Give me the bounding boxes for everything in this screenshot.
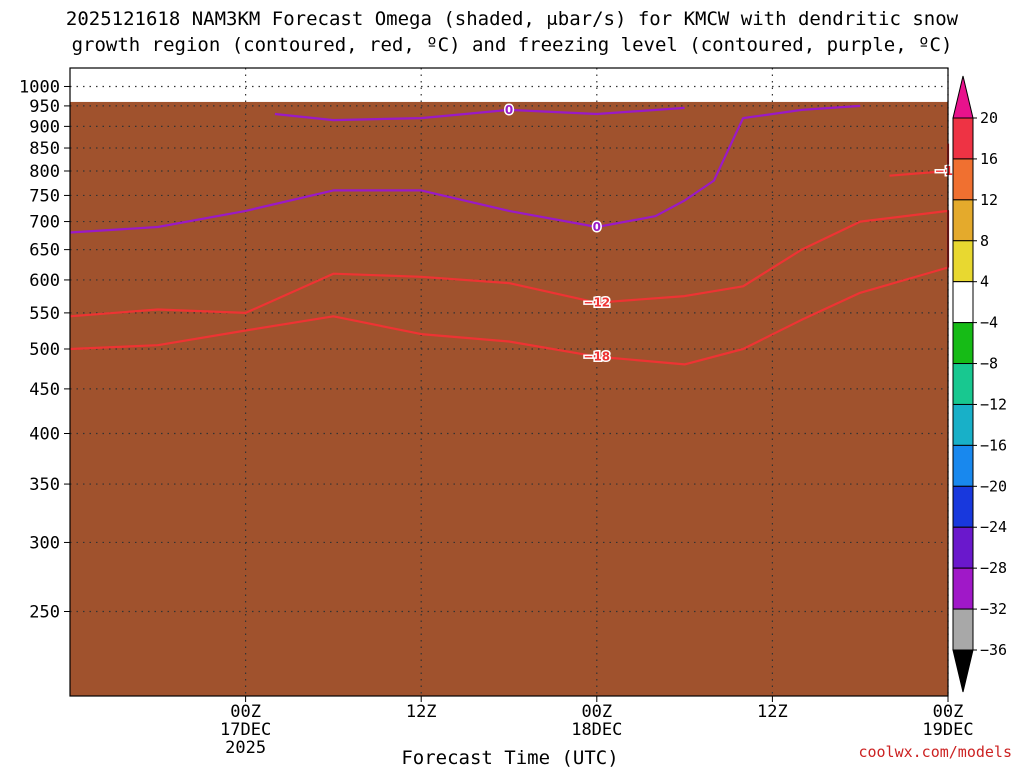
x-tick-label: 19DEC xyxy=(922,720,973,740)
contour-label: −12 xyxy=(583,296,610,310)
plot-frame xyxy=(69,67,949,697)
y-tick-label: 350 xyxy=(29,475,60,495)
colorbar-segment xyxy=(952,322,974,365)
colorbar-label: 12 xyxy=(980,191,998,209)
surface-band xyxy=(70,101,948,697)
contour-label: −18 xyxy=(583,350,610,364)
y-tick-label: 500 xyxy=(29,340,60,360)
colorbar-segment xyxy=(952,240,974,283)
y-tick-label: 700 xyxy=(29,213,60,233)
x-tick-label: 12Z xyxy=(406,702,437,722)
colorbar-segment xyxy=(952,363,974,405)
x-tick-label: 17DEC xyxy=(220,720,271,740)
contour-line xyxy=(69,104,861,234)
y-tick-label: 850 xyxy=(29,139,60,159)
colorbar: 20 16 12 8 4 −4 −8 −12 −16 −20 −24 −28 −32 −36 xyxy=(952,75,1007,693)
colorbar-label: −32 xyxy=(980,600,1007,618)
y-tick-label: 450 xyxy=(29,380,60,400)
colorbar-label: 16 xyxy=(980,150,998,168)
x-tick-label: 12Z xyxy=(757,702,788,722)
colorbar-segment xyxy=(952,117,974,160)
pressure-axis: 2503003504004505005506006507007508008509… xyxy=(19,77,70,622)
colorbar-segment xyxy=(952,281,974,324)
colorbar-label: −16 xyxy=(980,436,1007,454)
chart-subtitle: growth region (contoured, red, ºC) and f… xyxy=(72,34,953,56)
colorbar-label: −4 xyxy=(980,314,998,332)
x-tick-label: 00Z xyxy=(230,702,261,722)
contour-line xyxy=(69,209,950,318)
colorbar-segment xyxy=(952,567,974,610)
contour-line xyxy=(274,106,685,122)
x-tick-label: 00Z xyxy=(581,702,612,722)
y-tick-label: 400 xyxy=(29,424,60,444)
x-tick-label: 00Z xyxy=(933,702,964,722)
colorbar-label: 8 xyxy=(980,232,989,250)
colorbar-segment xyxy=(952,526,974,569)
y-tick-label: 900 xyxy=(29,117,60,137)
surface-terrain xyxy=(70,101,948,697)
colorbar-label: −24 xyxy=(980,518,1007,536)
colorbar-label: −8 xyxy=(980,355,998,373)
colorbar-segment xyxy=(952,199,974,242)
colorbar-arrow-top xyxy=(952,75,974,119)
y-tick-label: 250 xyxy=(29,602,60,622)
y-tick-label: 950 xyxy=(29,97,60,117)
y-tick-label: 800 xyxy=(29,162,60,182)
credit-text: coolwx.com/models xyxy=(858,743,1012,761)
contour-label: 0 xyxy=(505,103,513,117)
contour-label: 0 xyxy=(593,220,601,234)
colorbar-segment xyxy=(952,403,974,446)
colorbar-segment xyxy=(952,608,974,651)
chart-title: 2025121618 NAM3KM Forecast Omega (shaded… xyxy=(66,8,959,30)
y-tick-label: 650 xyxy=(29,241,60,261)
y-tick-label: 600 xyxy=(29,271,60,291)
colorbar-label: −12 xyxy=(980,395,1007,413)
x-axis-label: Forecast Time (UTC) xyxy=(401,747,618,768)
colorbar-segment xyxy=(952,158,974,201)
y-tick-label: 1000 xyxy=(19,77,60,97)
colorbar-arrow-bottom xyxy=(952,649,974,693)
y-tick-label: 750 xyxy=(29,186,60,206)
colorbar-segment xyxy=(952,444,974,487)
colorbar-label: −20 xyxy=(980,477,1007,495)
contour-line xyxy=(69,266,949,366)
colorbar-label: 4 xyxy=(980,273,989,291)
y-tick-label: 550 xyxy=(29,304,60,324)
x-tick-label: 18DEC xyxy=(571,720,622,740)
colorbar-label: −28 xyxy=(980,559,1007,577)
colorbar-label: 20 xyxy=(980,109,998,127)
colorbar-segment xyxy=(952,485,974,528)
colorbar-label: −36 xyxy=(980,641,1007,659)
y-tick-label: 300 xyxy=(29,533,60,553)
x-tick-label: 2025 xyxy=(225,738,266,758)
